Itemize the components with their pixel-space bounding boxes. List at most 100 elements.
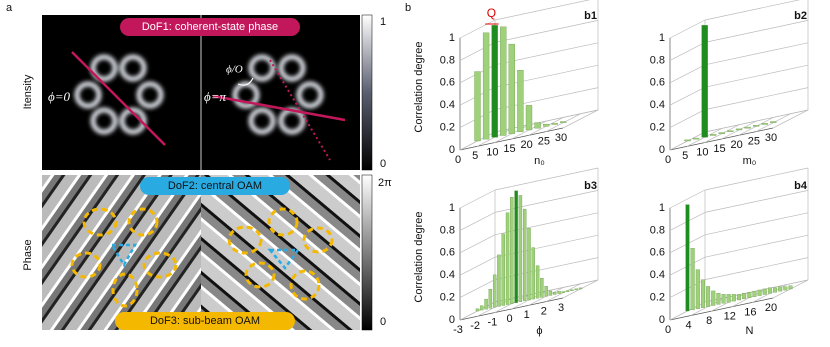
grid-line xyxy=(459,19,496,39)
colorbar xyxy=(361,174,373,331)
x-tick-label: 8 xyxy=(706,315,712,327)
colorbar-label: 0 xyxy=(380,316,386,328)
bar xyxy=(684,139,691,142)
x-tick-label: 25 xyxy=(538,136,550,148)
bar xyxy=(488,289,493,309)
y-tick-label: 0.6 xyxy=(440,77,455,89)
bar xyxy=(508,43,515,134)
y-axis-label: Correlation degree xyxy=(413,211,425,302)
bar xyxy=(770,121,777,123)
grid-line xyxy=(704,190,809,213)
colorbar-label: 1 xyxy=(380,16,386,28)
y-tick-label: 0.8 xyxy=(650,54,665,66)
bar xyxy=(700,279,705,308)
bar xyxy=(523,208,527,302)
x-tick-label: 20 xyxy=(731,139,743,151)
bar xyxy=(492,274,497,308)
y-tick-label: 0.4 xyxy=(650,269,665,281)
bar xyxy=(701,25,708,138)
grid-line xyxy=(494,20,599,43)
grid-line xyxy=(669,42,706,61)
x-axis-label: n₀ xyxy=(534,155,545,167)
x-tick-label: 16 xyxy=(744,306,756,318)
grid-line xyxy=(704,167,809,191)
bar xyxy=(501,233,505,306)
grid-line xyxy=(494,167,599,191)
y-axis-label: Correlation degree xyxy=(413,41,425,132)
y-tick-label: 1 xyxy=(659,202,665,214)
colorbar-label: 0 xyxy=(380,158,386,170)
grid-line xyxy=(772,109,809,129)
y-tick-label: 0.8 xyxy=(440,224,455,236)
bar xyxy=(731,294,736,302)
x-axis-label: N xyxy=(746,325,754,337)
grid-line xyxy=(704,20,809,43)
x-tick-label: 20 xyxy=(521,139,533,151)
bar xyxy=(480,305,484,311)
x-tick-label: -2 xyxy=(470,320,480,332)
x-tick-label: 0 xyxy=(506,313,512,325)
bar xyxy=(535,265,540,299)
bar xyxy=(548,290,553,296)
y-tick-label: 0.2 xyxy=(650,292,665,304)
x-tick-label: 20 xyxy=(765,302,777,314)
y-tick-label: 0.6 xyxy=(650,77,665,89)
bar xyxy=(543,123,550,127)
grid-line xyxy=(494,0,591,21)
bar xyxy=(500,26,507,136)
bar xyxy=(514,190,518,303)
grid-line xyxy=(704,64,809,88)
y-tick-label: 0 xyxy=(449,144,455,156)
bar xyxy=(735,128,743,131)
grid-line xyxy=(669,19,706,39)
grid-line xyxy=(459,279,496,298)
bar xyxy=(767,287,772,294)
x-tick-label: 15 xyxy=(503,143,515,155)
bar xyxy=(711,290,716,306)
y-tick-label: 0.8 xyxy=(440,54,455,66)
y-tick-label: 0 xyxy=(449,314,455,326)
bar xyxy=(544,286,548,297)
x-tick-label: 5 xyxy=(682,150,688,162)
grid-line xyxy=(459,212,496,231)
x-tick-label: 12 xyxy=(724,311,736,323)
bar xyxy=(690,248,695,311)
panel-label: b xyxy=(405,2,411,14)
y-tick-label: 1 xyxy=(449,32,455,44)
y-tick-label: 0.6 xyxy=(440,247,455,259)
x-tick-label: 3 xyxy=(558,302,564,314)
x-tick-label: 0 xyxy=(665,154,671,166)
x-tick-label: 2 xyxy=(541,306,547,318)
grid-line xyxy=(704,42,809,66)
x-tick-label: -3 xyxy=(453,324,463,336)
bar xyxy=(706,286,711,307)
bar xyxy=(773,287,778,293)
panel-label: b1 xyxy=(584,10,597,22)
dof1-box xyxy=(120,18,300,36)
bar xyxy=(525,105,533,131)
grid-line xyxy=(562,109,599,129)
bar xyxy=(742,293,747,300)
x-tick-label: 1 xyxy=(524,309,530,321)
x-tick-label: 15 xyxy=(713,143,725,155)
x-tick-label: 0 xyxy=(665,324,671,336)
y-tick-label: 0.2 xyxy=(440,292,455,304)
bar xyxy=(574,288,578,291)
phi-over-o: ϕ/O xyxy=(226,64,243,76)
x-tick-label: 10 xyxy=(486,147,498,159)
y-tick-label: 0.2 xyxy=(650,122,665,134)
bar xyxy=(578,287,583,290)
bar xyxy=(551,123,558,125)
dof3-label: DoF3: sub-beam OAM xyxy=(150,315,260,327)
bar xyxy=(561,291,566,293)
bar xyxy=(695,269,700,309)
grid-line xyxy=(669,86,706,106)
bar xyxy=(761,123,768,125)
bar xyxy=(518,195,523,302)
bar xyxy=(505,212,510,305)
bar xyxy=(484,298,488,310)
x-tick-label: 4 xyxy=(686,320,692,332)
floor-edge xyxy=(669,297,774,321)
bar xyxy=(778,286,783,292)
